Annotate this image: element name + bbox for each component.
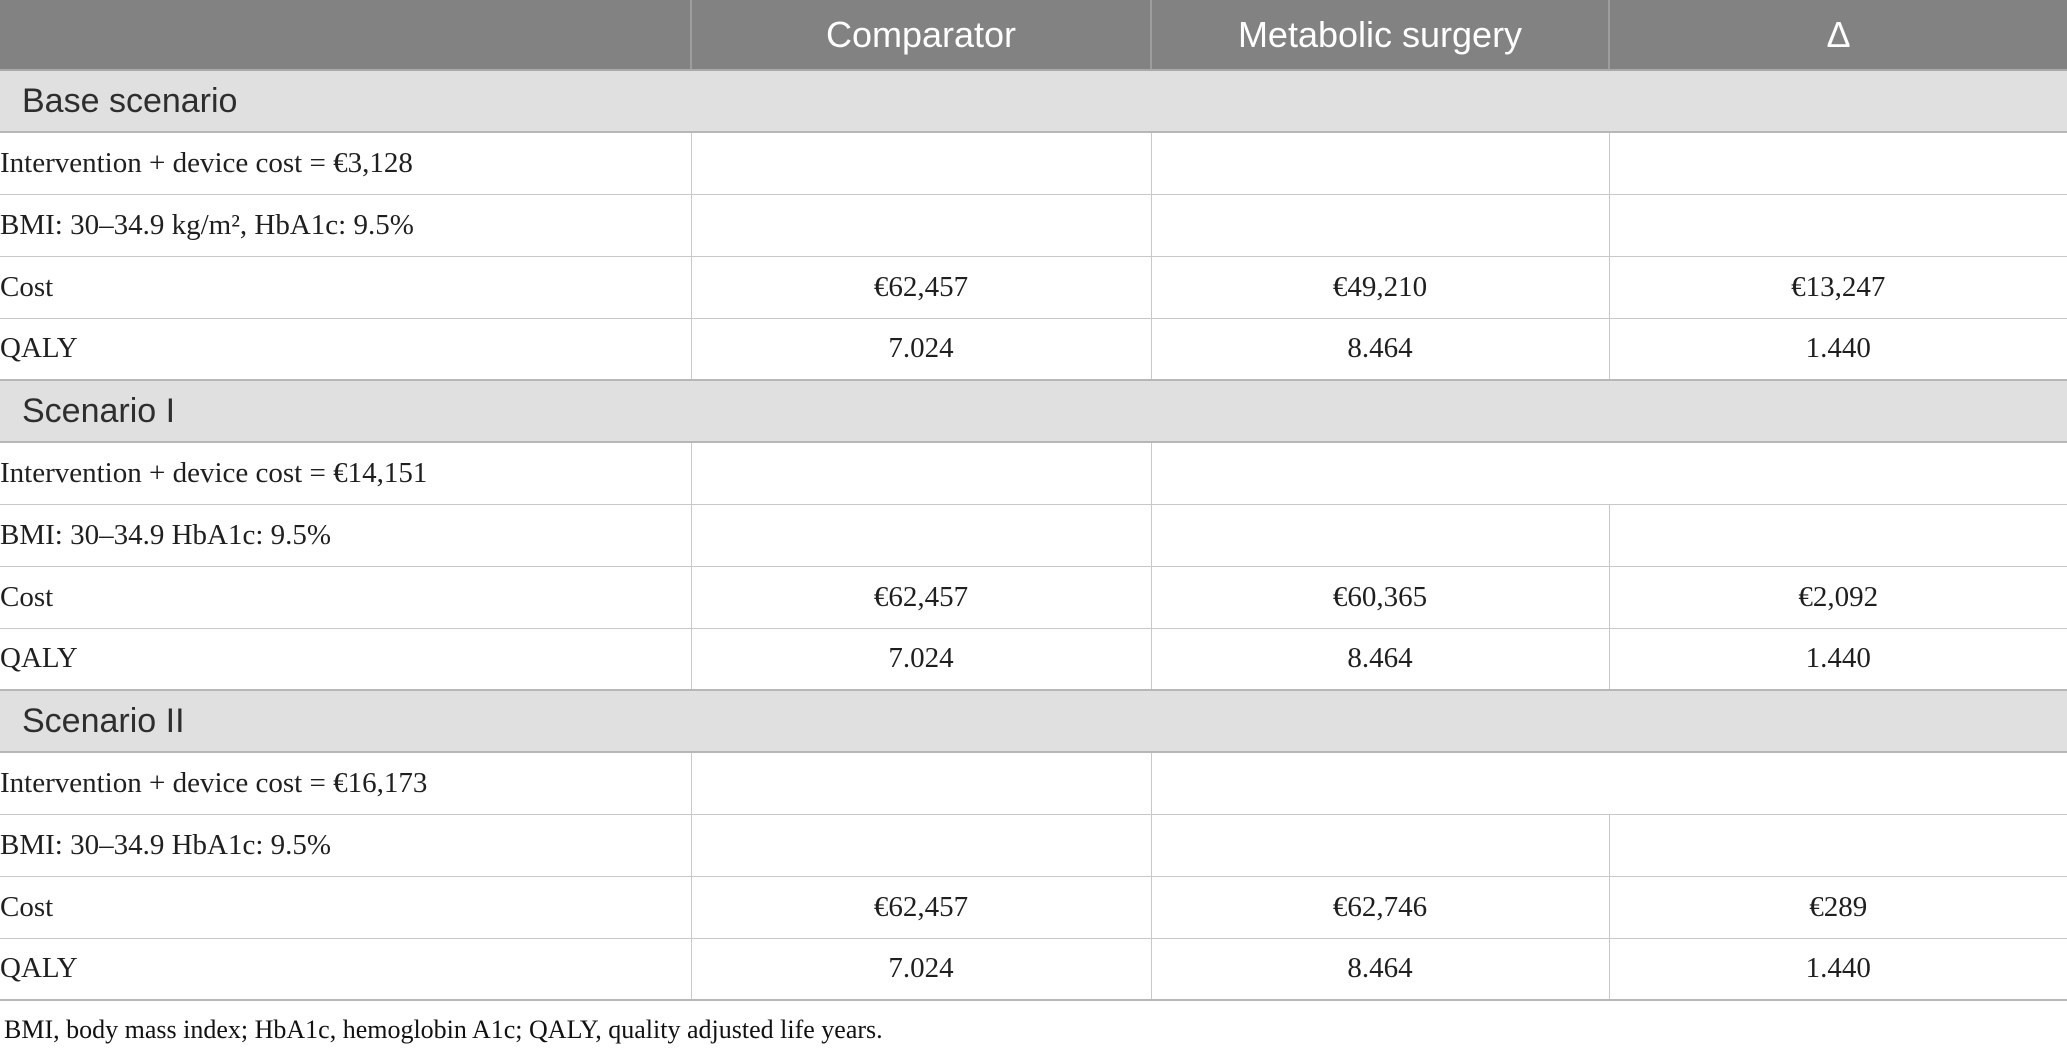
results-table: Comparator Metabolic surgery Δ Base scen… [0, 0, 2067, 1001]
table-cell-empty [1608, 814, 2067, 877]
row-label: Intervention + device cost = €16,173 [0, 752, 691, 815]
table-row-bmi: BMI: 30–34.9 kg/m², HbA1c: 9.5% [0, 194, 2067, 257]
row-label: BMI: 30–34.9 HbA1c: 9.5% [0, 814, 691, 877]
row-label: Cost [0, 876, 691, 939]
table-row-qaly: QALY 7.024 8.464 1.440 [0, 938, 2067, 1001]
table-cell-empty [1150, 132, 1609, 195]
qaly-delta-value: 1.440 [1608, 318, 2067, 381]
row-label: BMI: 30–34.9 kg/m², HbA1c: 9.5% [0, 194, 691, 257]
section-header-row-scenario-1: Scenario I [0, 379, 2067, 443]
table-cell-empty [1608, 194, 2067, 257]
row-label: QALY [0, 318, 691, 381]
table-cell-empty [1150, 814, 1609, 877]
table-cell-empty [690, 132, 1151, 195]
table-cell-empty [690, 194, 1151, 257]
table-cell-empty [690, 814, 1151, 877]
table-cell-empty [1150, 504, 1609, 567]
cost-surgery-value: €62,746 [1150, 876, 1609, 939]
section-header-row-scenario-2: Scenario II [0, 689, 2067, 753]
section-header-row-base-scenario: Base scenario [0, 69, 2067, 133]
row-label: QALY [0, 628, 691, 691]
table-row-bmi: BMI: 30–34.9 HbA1c: 9.5% [0, 814, 2067, 877]
table-cell-empty-merged [1150, 752, 2067, 815]
qaly-delta-value: 1.440 [1608, 938, 2067, 1001]
cost-delta-value: €289 [1608, 876, 2067, 939]
table-row-cost: Cost €62,457 €60,365 €2,092 [0, 566, 2067, 629]
row-label: QALY [0, 938, 691, 1001]
table-row-cost: Cost €62,457 €62,746 €289 [0, 876, 2067, 939]
table-row-qaly: QALY 7.024 8.464 1.440 [0, 318, 2067, 381]
table-row-qaly: QALY 7.024 8.464 1.440 [0, 628, 2067, 691]
table-footnote: BMI, body mass index; HbA1c, hemoglobin … [4, 1015, 883, 1044]
qaly-surgery-value: 8.464 [1150, 318, 1609, 381]
header-cell-delta: Δ [1608, 0, 2067, 71]
section-title: Scenario II [0, 689, 2067, 753]
header-cell-comparator: Comparator [690, 0, 1151, 71]
table-cell-empty [690, 442, 1151, 505]
cost-comparator-value: €62,457 [690, 566, 1151, 629]
row-label: Intervention + device cost = €3,128 [0, 132, 691, 195]
row-label: BMI: 30–34.9 HbA1c: 9.5% [0, 504, 691, 567]
table-row-cost: Cost €62,457 €49,210 €13,247 [0, 256, 2067, 319]
section-title: Scenario I [0, 379, 2067, 443]
qaly-delta-value: 1.440 [1608, 628, 2067, 691]
cost-comparator-value: €62,457 [690, 876, 1151, 939]
table-row-intervention-cost: Intervention + device cost = €14,151 [0, 442, 2067, 505]
table-cell-empty [1150, 194, 1609, 257]
cost-surgery-value: €49,210 [1150, 256, 1609, 319]
row-label: Cost [0, 566, 691, 629]
cost-delta-value: €2,092 [1608, 566, 2067, 629]
qaly-surgery-value: 8.464 [1150, 628, 1609, 691]
qaly-comparator-value: 7.024 [690, 628, 1151, 691]
section-title: Base scenario [0, 69, 2067, 133]
table-row-intervention-cost: Intervention + device cost = €16,173 [0, 752, 2067, 815]
row-label: Cost [0, 256, 691, 319]
table-cell-empty [690, 752, 1151, 815]
table-row-bmi: BMI: 30–34.9 HbA1c: 9.5% [0, 504, 2067, 567]
table-cell-empty-merged [1150, 442, 2067, 505]
table-cell-empty [690, 504, 1151, 567]
header-cell-empty [0, 0, 691, 71]
table-cell-empty [1608, 132, 2067, 195]
qaly-surgery-value: 8.464 [1150, 938, 1609, 1001]
table-cell-empty [1608, 504, 2067, 567]
cost-delta-value: €13,247 [1608, 256, 2067, 319]
qaly-comparator-value: 7.024 [690, 938, 1151, 1001]
cost-surgery-value: €60,365 [1150, 566, 1609, 629]
table-row-intervention-cost: Intervention + device cost = €3,128 [0, 132, 2067, 195]
row-label: Intervention + device cost = €14,151 [0, 442, 691, 505]
header-row: Comparator Metabolic surgery Δ [0, 0, 2067, 71]
cost-comparator-value: €62,457 [690, 256, 1151, 319]
qaly-comparator-value: 7.024 [690, 318, 1151, 381]
header-cell-metabolic-surgery: Metabolic surgery [1150, 0, 1609, 71]
